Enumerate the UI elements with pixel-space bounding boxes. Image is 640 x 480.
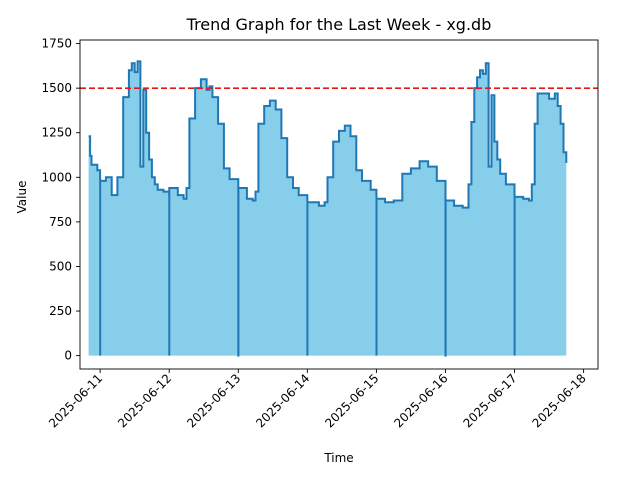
x-tick-label-5: 2025-06-16: [391, 371, 450, 430]
x-tick-label-2: 2025-06-13: [184, 371, 243, 430]
y-tick-label-6: 1500: [41, 81, 72, 95]
y-tick-label-0: 0: [64, 349, 72, 363]
y-tick-label-5: 1250: [41, 126, 72, 140]
chart-title: Trend Graph for the Last Week - xg.db: [186, 15, 492, 34]
x-tick-label-0: 2025-06-11: [46, 371, 105, 430]
y-tick-label-3: 750: [49, 215, 72, 229]
y-tick-label-4: 1000: [41, 170, 72, 184]
series-line-0: [88, 60, 568, 357]
x-axis-label: Time: [323, 451, 353, 465]
y-tick-label-2: 500: [49, 259, 72, 273]
x-tick-label-6: 2025-06-17: [460, 371, 519, 430]
series-area-0: [88, 61, 567, 356]
x-tick-label-3: 2025-06-14: [253, 371, 312, 430]
y-tick-label-7: 1750: [41, 37, 72, 51]
plot-frame: [79, 39, 599, 370]
x-tick-label-4: 2025-06-15: [322, 371, 381, 430]
y-axis-label: Value: [15, 181, 29, 214]
x-tick-label-1: 2025-06-12: [115, 371, 174, 430]
x-tick-label-7: 2025-06-18: [530, 371, 589, 430]
y-tick-label-1: 250: [49, 304, 72, 318]
plot-area: [80, 60, 598, 357]
